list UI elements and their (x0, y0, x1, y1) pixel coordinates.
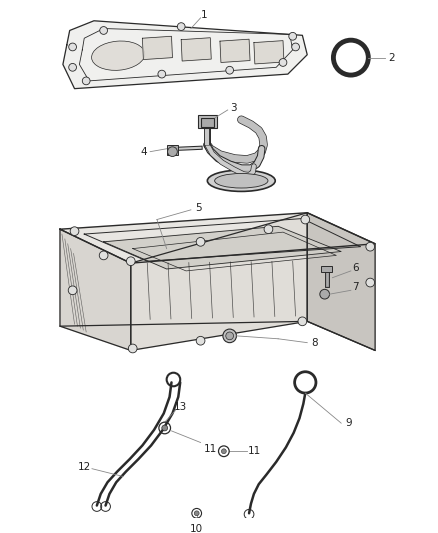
Ellipse shape (215, 173, 268, 188)
Circle shape (100, 27, 107, 34)
Circle shape (70, 227, 79, 236)
Circle shape (298, 317, 307, 326)
FancyBboxPatch shape (201, 118, 214, 127)
Circle shape (68, 286, 77, 295)
Circle shape (82, 77, 90, 85)
Circle shape (196, 336, 205, 345)
Circle shape (292, 43, 300, 51)
Circle shape (366, 278, 374, 287)
Polygon shape (142, 36, 173, 60)
Text: 11: 11 (248, 446, 261, 456)
Circle shape (162, 425, 168, 431)
Polygon shape (60, 229, 131, 350)
FancyBboxPatch shape (166, 145, 178, 155)
Text: 10: 10 (190, 524, 203, 533)
Circle shape (194, 511, 199, 516)
FancyBboxPatch shape (321, 266, 332, 272)
Text: 12: 12 (78, 462, 91, 472)
Text: 1: 1 (201, 10, 208, 20)
Ellipse shape (207, 170, 275, 191)
Circle shape (366, 243, 374, 251)
Circle shape (301, 215, 310, 224)
Circle shape (168, 147, 177, 157)
Polygon shape (254, 41, 284, 64)
Circle shape (196, 238, 205, 246)
Circle shape (128, 344, 137, 353)
Polygon shape (220, 39, 250, 62)
Circle shape (177, 23, 185, 30)
Circle shape (158, 70, 166, 78)
Polygon shape (63, 21, 307, 88)
Polygon shape (60, 213, 375, 263)
Text: 2: 2 (388, 53, 395, 62)
Circle shape (223, 329, 237, 343)
Text: 13: 13 (173, 402, 187, 411)
Circle shape (127, 257, 135, 265)
Polygon shape (307, 213, 375, 350)
Circle shape (99, 251, 108, 260)
Text: 7: 7 (353, 282, 359, 293)
Text: 9: 9 (346, 418, 352, 428)
Circle shape (264, 225, 273, 233)
Text: 3: 3 (230, 103, 237, 113)
Circle shape (69, 43, 77, 51)
Text: 5: 5 (195, 203, 202, 213)
FancyBboxPatch shape (198, 115, 217, 128)
Ellipse shape (92, 41, 145, 70)
Polygon shape (131, 213, 307, 350)
Text: 4: 4 (140, 147, 147, 157)
Circle shape (289, 33, 297, 40)
Text: 11: 11 (204, 445, 217, 454)
Circle shape (279, 59, 287, 66)
Circle shape (226, 66, 233, 74)
Text: 8: 8 (312, 338, 318, 348)
Circle shape (222, 449, 226, 454)
Circle shape (226, 332, 233, 340)
Circle shape (69, 63, 77, 71)
Circle shape (320, 289, 329, 299)
Text: 6: 6 (353, 263, 359, 273)
Polygon shape (104, 227, 341, 269)
Polygon shape (181, 38, 211, 61)
